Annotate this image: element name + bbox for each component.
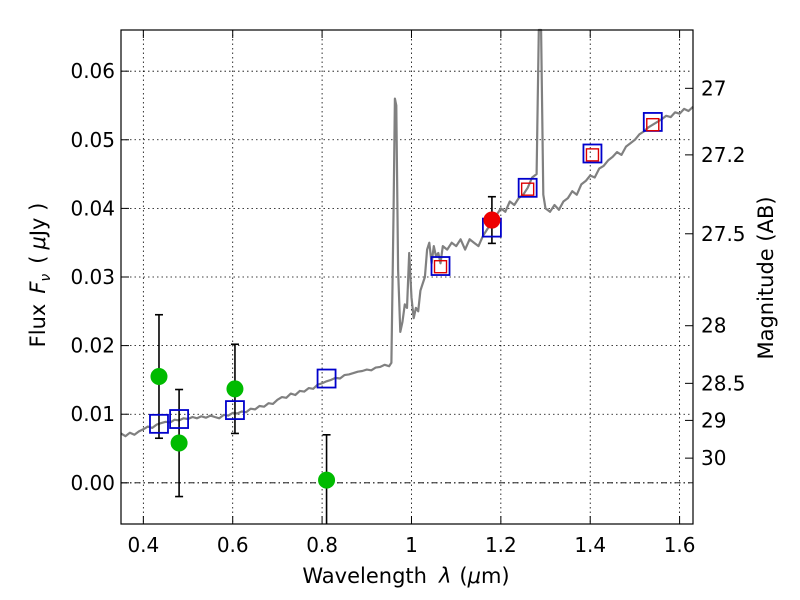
hst-photometry-square [520,182,535,196]
x-tick-label: 1 [405,533,418,557]
optical-detection-point [150,367,168,385]
x-tick-label: 0.4 [127,533,159,557]
model-photometry-square [169,409,189,429]
y-tick-label: 0.00 [70,471,115,495]
model-photometry-square [316,368,337,389]
hst-photometry-square [585,148,600,162]
magnitude-tick-label: 27.2 [701,143,746,167]
model-photometry-square [149,413,169,434]
magnitude-tick-label: 27.5 [701,222,746,246]
model-photometry-square [430,256,451,276]
model-photometry-square [225,400,245,421]
y-tick-label: 0.05 [70,128,115,152]
hst-photometry-square [433,260,448,274]
x-tick-label: 0.8 [306,533,338,557]
model-photometry-square [582,143,603,164]
hst-photometry-square [646,117,660,132]
axis-ticks [121,30,693,524]
y-tick-label: 0.02 [70,334,115,358]
x-tick-label: 1.2 [485,533,517,557]
model-sed-series [120,28,694,438]
magnitude-axis-label: Magnitude (AB) [754,196,778,359]
magnitude-tick-labels: 27 27.2 27.5 28 28.5 29 30 [701,76,746,470]
y-tick-label: 0.06 [70,59,115,83]
x-tick-label: 0.6 [217,533,249,557]
magnitude-tick-label: 28 [701,314,726,338]
magnitude-tick-label: 29 [701,408,726,432]
x-tick-label: 1.4 [574,533,606,557]
optical-detection-point [170,434,188,452]
x-tick-label: 1.6 [664,533,696,557]
y-tick-label: 0.03 [70,265,115,289]
grid-lines [121,30,693,524]
y-axis-label: FluxFν(μJy ) [26,203,54,348]
x-tick-labels: 0.4 0.6 0.8 1 1.2 1.4 1.6 [127,533,695,557]
optical-detection-point [226,380,244,398]
sed-curve [120,28,694,438]
data-markers [149,112,663,489]
magnitude-tick-label: 28.5 [701,371,746,395]
y-tick-labels: 0.00 0.01 0.02 0.03 0.04 0.05 0.06 [70,59,115,495]
y-tick-label: 0.01 [70,402,115,426]
model-photometry-square [517,177,538,198]
magnitude-tick-label: 30 [701,446,726,470]
optical-detection-point [318,471,336,489]
y-tick-label: 0.04 [70,196,115,220]
near-ir-detection-point [483,211,501,229]
x-axis-label: Wavelength λ (μm) [302,564,509,588]
magnitude-tick-label: 27 [701,76,726,100]
